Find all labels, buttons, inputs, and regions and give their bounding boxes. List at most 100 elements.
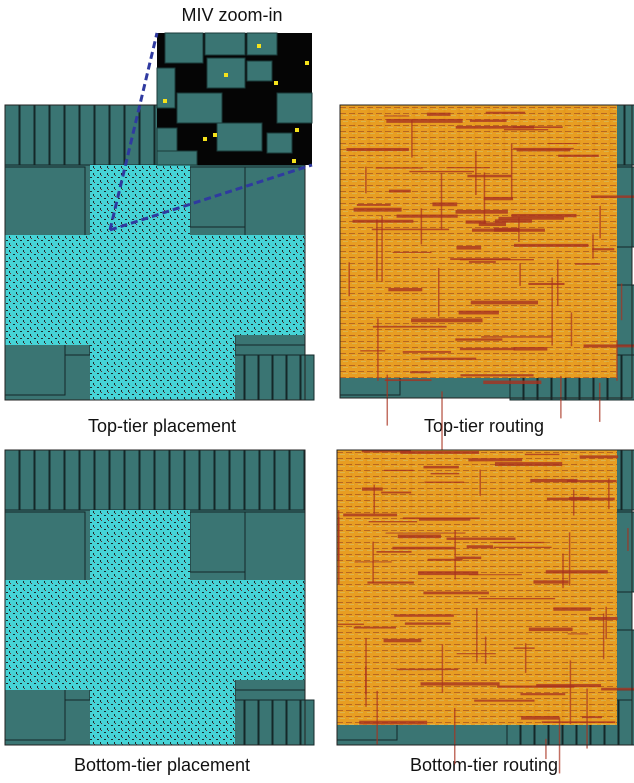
- macro: [80, 105, 94, 165]
- macro: [95, 105, 109, 165]
- routing-panel: [340, 105, 634, 452]
- route-streak: [354, 627, 396, 629]
- route-streak: [519, 263, 521, 286]
- route-streak: [386, 533, 466, 534]
- route-streak: [560, 376, 562, 418]
- route-streak: [442, 644, 444, 693]
- route-streak: [542, 721, 616, 723]
- route-streak: [397, 669, 459, 671]
- routing-panel: [337, 450, 634, 773]
- macro: [619, 700, 632, 745]
- macro: [185, 450, 199, 510]
- route-streak: [479, 222, 506, 226]
- route-streak: [467, 545, 493, 548]
- route-streak: [475, 151, 477, 195]
- route-streak: [592, 234, 594, 258]
- route-streak: [428, 559, 463, 561]
- route-streak: [381, 492, 411, 494]
- placement-panel: [5, 450, 314, 745]
- route-streak: [494, 547, 552, 548]
- route-streak: [381, 216, 383, 282]
- route-streak: [467, 175, 511, 178]
- route-streak: [497, 685, 574, 687]
- macro: [20, 105, 34, 165]
- panel-caption: Bottom-tier routing: [410, 755, 558, 775]
- route-streak: [476, 608, 478, 662]
- miv: [257, 44, 261, 48]
- route-streak: [582, 716, 602, 718]
- miv: [305, 61, 309, 65]
- macro: [5, 105, 19, 165]
- route-streak: [438, 268, 440, 316]
- cell: [165, 33, 203, 63]
- route-streak: [346, 148, 408, 151]
- route-streak: [446, 167, 489, 168]
- cell: [247, 33, 277, 55]
- route-streak: [348, 262, 350, 296]
- route-streak: [459, 311, 499, 315]
- route-streak: [514, 347, 548, 350]
- route-streak: [586, 688, 588, 748]
- macro: [140, 105, 154, 165]
- route-streak: [470, 119, 507, 121]
- route-streak: [513, 148, 574, 150]
- macro: [125, 450, 139, 510]
- route-streak: [481, 336, 552, 337]
- route-streak: [338, 517, 340, 584]
- route-streak: [601, 688, 634, 691]
- macro: [275, 450, 289, 510]
- route-streak: [372, 542, 374, 584]
- route-streak: [558, 155, 599, 157]
- macro: [259, 700, 272, 745]
- macro: [301, 355, 314, 400]
- miv: [224, 73, 228, 77]
- route-streak: [551, 277, 553, 345]
- route-streak: [387, 375, 389, 426]
- route-streak: [562, 554, 564, 589]
- route-streak: [369, 521, 417, 522]
- macro: [287, 700, 300, 745]
- route-streak: [456, 557, 481, 560]
- route-streak: [389, 190, 411, 193]
- macro: [140, 450, 154, 510]
- route-streak: [483, 381, 541, 384]
- route-streak: [575, 263, 600, 264]
- macro: [287, 355, 300, 400]
- zoom-label: MIV zoom-in: [181, 5, 282, 25]
- route-streak: [608, 479, 610, 510]
- miv: [292, 159, 296, 163]
- route-streak: [431, 473, 460, 474]
- macro: [65, 105, 79, 165]
- cell: [277, 93, 312, 123]
- macro: [95, 450, 109, 510]
- panel-caption: Bottom-tier placement: [74, 755, 250, 775]
- macro: [35, 450, 49, 510]
- route-streak: [472, 229, 545, 232]
- route-streak: [454, 708, 456, 764]
- route-streak: [455, 338, 502, 340]
- page: {"zoom_label": "MIV zoom-in", "panels": …: [0, 0, 634, 783]
- route-streak: [511, 144, 513, 199]
- macro: [190, 167, 245, 227]
- macro: [245, 700, 258, 745]
- route-streak: [432, 202, 457, 206]
- macro: [5, 167, 85, 237]
- route-streak: [409, 171, 474, 172]
- macro: [5, 512, 85, 582]
- route-streak: [514, 647, 535, 648]
- route-streak: [469, 574, 522, 575]
- route-streak: [373, 326, 447, 328]
- route-streak: [504, 129, 548, 130]
- route-streak: [421, 682, 500, 685]
- macro: [110, 105, 124, 165]
- route-streak: [545, 739, 547, 759]
- route-streak: [599, 206, 601, 238]
- route-streak: [400, 451, 479, 454]
- route-streak: [376, 219, 378, 280]
- route-streak: [421, 208, 423, 244]
- route-streak: [373, 485, 375, 514]
- route-streak: [571, 312, 573, 346]
- zoom-inset: [157, 33, 312, 165]
- macro: [273, 355, 286, 400]
- route-streak: [486, 112, 525, 114]
